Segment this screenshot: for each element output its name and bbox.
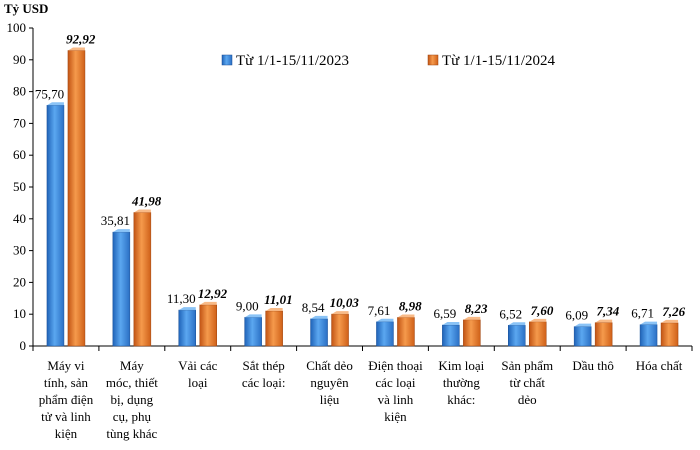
data-label: 41,98 — [131, 194, 162, 209]
data-label: 6,09 — [565, 308, 588, 323]
bar-top — [508, 322, 526, 326]
category-label: Dầu thô — [572, 358, 614, 373]
y-tick-label: 90 — [13, 52, 26, 67]
category-label: Máy móc, thiết bị, dụng cụ, phụ tùng khác — [106, 358, 158, 441]
category-label: Máy vi tính, sản phẩm điện tử và linh kiện — [39, 358, 94, 441]
y-tick-label: 30 — [13, 243, 26, 258]
category-label: Điện thoại các loại và linh kiện — [368, 358, 423, 424]
bar-top — [442, 322, 460, 326]
legend-label: Từ 1/1-15/11/2024 — [442, 53, 555, 69]
bar-2024 — [67, 50, 86, 347]
y-tick-label: 70 — [13, 115, 26, 130]
data-label: 6,71 — [631, 306, 654, 321]
data-label: 35,81 — [101, 213, 130, 228]
data-label: 92,92 — [66, 32, 96, 47]
bar-2024 — [199, 304, 217, 347]
bar-2024 — [265, 310, 283, 347]
data-label: 8,54 — [302, 300, 325, 315]
bar-2023 — [112, 231, 131, 347]
data-label: 6,59 — [434, 306, 457, 321]
bar-top — [376, 318, 394, 322]
unit-label: Tỷ USD — [4, 1, 48, 16]
bar-top — [265, 307, 283, 311]
bar-2023 — [639, 324, 658, 347]
bars — [46, 47, 679, 347]
data-label: 7,61 — [368, 303, 391, 318]
category-label: Hóa chất — [636, 358, 683, 373]
data-label: 7,60 — [531, 303, 554, 318]
bar-top — [529, 318, 547, 322]
category-label: Chất dẻo nguyên liệu — [306, 358, 353, 407]
data-label: 10,03 — [330, 295, 360, 310]
bar-top — [640, 321, 658, 325]
data-label: 11,01 — [264, 292, 293, 307]
legend: Từ 1/1-15/11/2023 Từ 1/1-15/11/2024 — [221, 53, 555, 69]
y-tick-label: 20 — [13, 274, 26, 289]
bar-top — [67, 47, 85, 51]
data-label: 7,26 — [662, 304, 685, 319]
data-label: 75,70 — [35, 86, 64, 101]
legend-label: Từ 1/1-15/11/2023 — [236, 53, 349, 69]
bar-top — [595, 319, 613, 323]
bar-top — [244, 314, 262, 318]
category-label: Kim loại thường khác: — [438, 358, 484, 407]
legend-swatch — [427, 54, 439, 66]
category-labels: Máy vi tính, sản phẩm điện tử và linh kiệnMá… — [39, 358, 683, 441]
bar-top — [463, 316, 481, 320]
bar-2024 — [463, 319, 481, 347]
bar-top — [199, 301, 217, 305]
bar-2024 — [660, 322, 679, 347]
y-tick-label: 40 — [13, 211, 26, 226]
data-label: 8,23 — [465, 301, 488, 316]
bar-2023 — [46, 105, 65, 347]
bar-top — [661, 319, 679, 323]
bar-2023 — [376, 321, 394, 347]
y-tick-label: 0 — [20, 338, 27, 353]
bar-top — [112, 229, 130, 233]
bar-2023 — [442, 324, 460, 347]
bar-2023 — [244, 317, 262, 347]
bar-2023 — [508, 325, 526, 347]
category-label: Sản phẩm từ chất dẻo — [501, 358, 553, 407]
bar-2023 — [310, 318, 328, 347]
category-label: Vải các loại — [178, 358, 218, 390]
bar-top — [178, 307, 196, 311]
bar-top — [397, 314, 415, 318]
legend-swatch — [221, 54, 233, 66]
bar-top — [331, 311, 349, 315]
y-tick-label: 50 — [13, 179, 26, 194]
bar-2024 — [397, 317, 415, 347]
bar-2023 — [178, 309, 196, 347]
y-tick-label: 10 — [13, 306, 26, 321]
y-tick-label: 80 — [13, 84, 26, 99]
data-label: 6,52 — [499, 306, 522, 321]
data-label: 9,00 — [236, 298, 259, 313]
bar-2023 — [573, 326, 592, 347]
bar-top — [133, 209, 151, 213]
data-label: 11,30 — [167, 291, 196, 306]
y-tick-label: 100 — [7, 20, 27, 35]
bar-2024 — [594, 322, 613, 347]
bar-top — [574, 323, 592, 327]
bar-2024 — [133, 212, 152, 347]
bar-top — [46, 102, 64, 106]
bar-2024 — [529, 321, 547, 347]
y-tick-label: 60 — [13, 147, 26, 162]
bar-top — [310, 315, 328, 319]
category-label: Sắt thép các loại: — [242, 358, 286, 390]
data-label: 8,98 — [399, 298, 422, 313]
data-label: 7,34 — [597, 304, 620, 319]
data-label: 12,92 — [198, 286, 228, 301]
bar-2024 — [331, 313, 349, 347]
